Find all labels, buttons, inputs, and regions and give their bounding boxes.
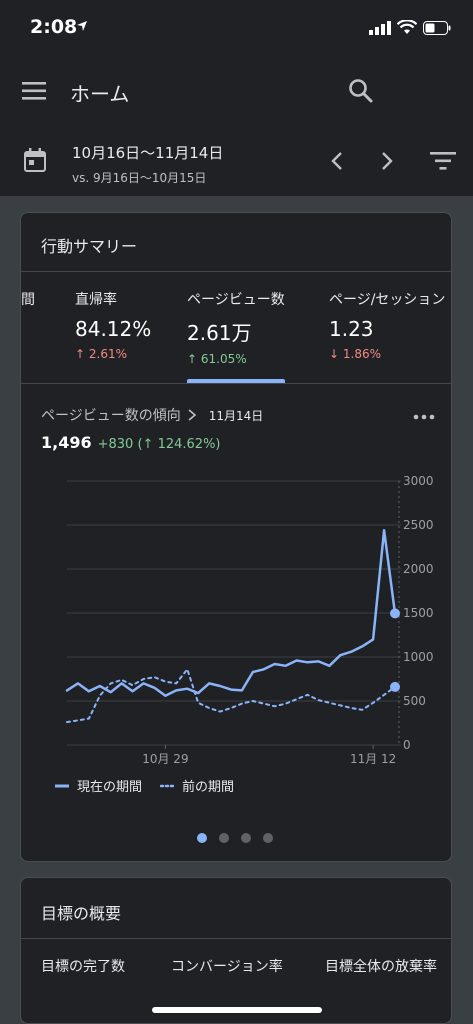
metric-value: 2.61万 — [187, 321, 252, 345]
calendar-icon[interactable] — [24, 148, 46, 172]
legend-current: 現在の期間 — [55, 776, 142, 795]
page-dot[interactable] — [197, 833, 207, 843]
divider — [21, 271, 451, 272]
location-arrow-icon — [77, 21, 87, 31]
status-time: 2:08 — [30, 16, 78, 38]
y-tick-label: 0 — [403, 738, 411, 752]
metric-bounce-rate[interactable]: 直帰率 84.12% ↑ 2.61% — [75, 289, 151, 361]
battery-icon — [423, 20, 451, 35]
arrow-up-icon: ↑ — [142, 437, 158, 452]
metric-value: 1.23 — [329, 317, 374, 341]
status-icons — [369, 20, 451, 35]
goal-completions-label[interactable]: 目標の完了数 — [41, 959, 125, 975]
chevron-right-icon — [188, 409, 196, 421]
y-tick-label: 2500 — [403, 518, 434, 532]
y-tick-label: 3000 — [403, 474, 434, 488]
y-tick-label: 1500 — [403, 606, 434, 620]
page-dot[interactable] — [219, 833, 229, 843]
metric-change: ↑ 2.61% — [75, 347, 127, 361]
trend-value: 1,496 — [41, 433, 92, 452]
metric-label: 直帰率 — [75, 292, 117, 308]
trend-delta: +830 (↑ 124.62%) — [97, 437, 221, 452]
series-current-endpoint — [390, 608, 400, 619]
series-previous-endpoint — [390, 681, 400, 692]
solid-line-swatch — [55, 784, 69, 787]
compare-range: vs. 9月16日〜10月15日 — [72, 171, 207, 185]
series-previous-line — [66, 668, 396, 724]
y-tick-label: 2000 — [403, 562, 434, 576]
signal-icon — [369, 20, 391, 35]
arrow-up-icon: ↑ — [187, 352, 201, 366]
menu-icon[interactable] — [22, 80, 48, 102]
x-tick-label: 11月 12 — [350, 752, 396, 765]
status-bar: 2:08 — [0, 0, 473, 56]
abandonment-rate-label[interactable]: 目標全体の放棄率 — [325, 959, 437, 975]
card-title: 行動サマリー — [41, 237, 138, 256]
search-icon[interactable] — [348, 78, 374, 104]
y-tick-label: 1000 — [403, 650, 434, 664]
home-indicator[interactable] — [152, 1007, 322, 1013]
date-bar: 10月16日〜11月14日 vs. 9月16日〜10月15日 — [0, 126, 473, 196]
date-range[interactable]: 10月16日〜11月14日 — [72, 144, 224, 162]
app-bar: ホーム — [0, 56, 473, 126]
trend-title[interactable]: ページビュー数の傾向 11月14日 — [41, 408, 264, 424]
series-current-line — [65, 529, 397, 697]
x-tick-label: 10月 29 — [142, 752, 188, 765]
selected-tab-indicator — [187, 379, 285, 383]
legend-previous: 前の期間 — [160, 776, 234, 795]
metric-label: ページビュー数 — [187, 292, 285, 308]
page-indicator — [197, 833, 273, 843]
chart-legend: 現在の期間 前の期間 — [55, 776, 234, 795]
metric-pages-per-session[interactable]: ページ/セッション 1.23 ↓ 1.86% — [329, 289, 445, 361]
y-tick-label: 500 — [403, 694, 426, 708]
page-dot[interactable] — [263, 833, 273, 843]
dotted-line-swatch — [160, 784, 175, 787]
chevron-right-icon[interactable] — [378, 150, 396, 172]
wifi-icon — [397, 20, 417, 34]
behavior-summary-card: 行動サマリー 間 直帰率 84.12% ↑ 2.61% ページビュー数 2.61… — [20, 212, 452, 862]
page-title: ホーム — [70, 82, 130, 106]
filter-icon[interactable] — [430, 152, 456, 170]
card-title: 目標の概要 — [41, 904, 122, 923]
metric-label: ページ/セッション — [329, 292, 446, 308]
metric-change: ↓ 1.86% — [329, 347, 381, 361]
metric-partial[interactable]: 間 — [21, 289, 35, 309]
trend-date: 11月14日 — [208, 408, 264, 423]
metric-value: 84.12% — [75, 317, 152, 341]
pageview-trend-chart[interactable]: 3000 2500 2000 1500 1000 500 0 10月 29 11月 12 — [21, 465, 452, 765]
page-dot[interactable] — [241, 833, 251, 843]
divider — [21, 938, 451, 939]
chevron-left-icon[interactable] — [328, 150, 346, 172]
metric-change: ↑ 61.05% — [187, 352, 247, 366]
more-options-icon[interactable] — [413, 413, 435, 421]
arrow-up-icon: ↑ — [75, 347, 89, 361]
trend-summary: 1,496 +830 (↑ 124.62%) — [41, 433, 221, 452]
conversion-rate-label[interactable]: コンバージョン率 — [171, 959, 283, 975]
divider — [21, 383, 451, 384]
metric-label: 間 — [21, 292, 35, 308]
arrow-down-icon: ↓ — [329, 347, 343, 361]
goal-overview-card: 目標の概要 目標の完了数 コンバージョン率 目標全体の放棄率 — [20, 877, 452, 1024]
metric-pageviews[interactable]: ページビュー数 2.61万 ↑ 61.05% — [187, 289, 285, 366]
